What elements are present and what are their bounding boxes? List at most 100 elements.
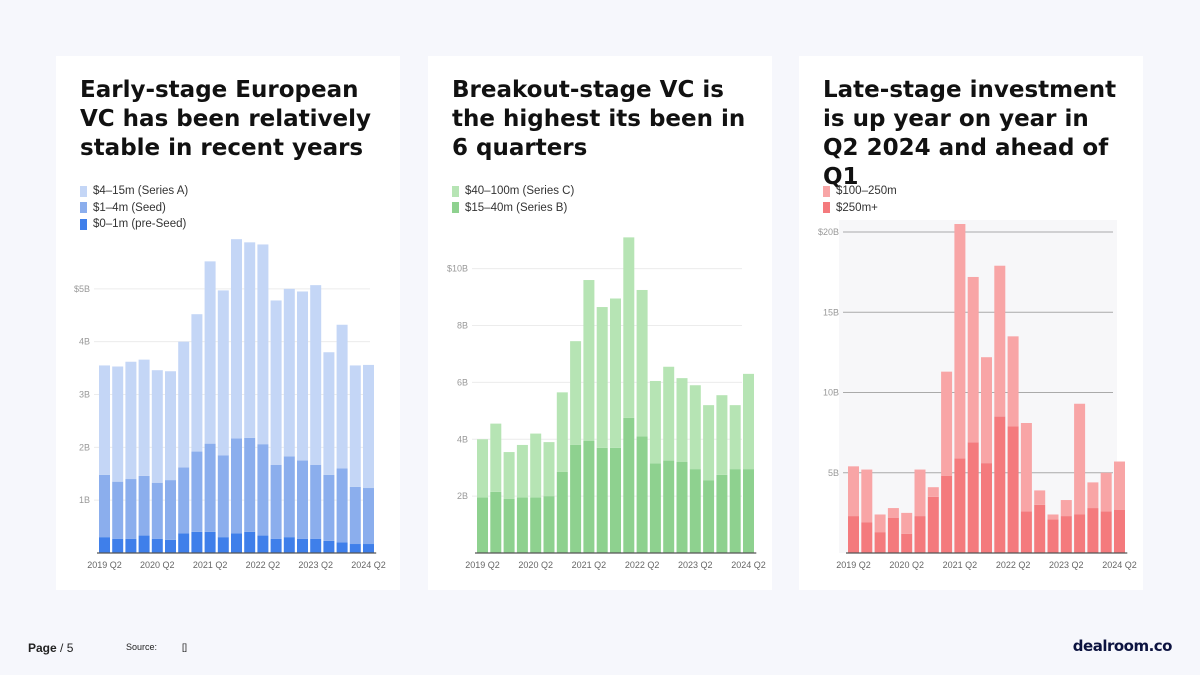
chart-panel-late-stage: Late-stage investment is up year on year… (799, 56, 1143, 590)
x-tick-label: 2021 Q2 (572, 560, 607, 570)
bar-segment (596, 307, 608, 448)
bar-segment (543, 496, 555, 553)
bar-segment (743, 469, 754, 553)
x-tick-label: 2023 Q2 (678, 560, 713, 570)
bar-segment (178, 467, 190, 534)
bar-segment (231, 239, 242, 439)
page-indicator: Page / 5 (28, 641, 73, 655)
bar-segment (1100, 511, 1112, 553)
x-tick-label: 2024 Q2 (1102, 560, 1137, 570)
bar-segment (543, 442, 555, 497)
legend: $40–100m (Series C) $15–40m (Series B) (452, 183, 574, 216)
legend-label: $4–15m (Series A) (93, 185, 189, 198)
x-tick-label: 2019 Q2 (465, 560, 500, 570)
legend-swatch (80, 218, 87, 230)
bar-segment (1087, 482, 1099, 509)
bar-segment (967, 442, 979, 553)
y-tick-label: 4B (79, 337, 90, 347)
bar-segment (477, 497, 488, 553)
bar-segment (887, 517, 899, 553)
y-tick-label: 6B (457, 377, 468, 387)
bar-segment (125, 538, 137, 553)
bar-segment (649, 380, 661, 464)
legend-item: $15–40m (Series B) (452, 200, 574, 217)
bar-segment (231, 438, 242, 534)
bar-segment (516, 444, 528, 498)
bar-segment (570, 444, 582, 553)
source-value: [] (182, 642, 188, 652)
bar-segment (914, 469, 926, 517)
bar-segment (490, 491, 502, 553)
bar-segment (336, 468, 348, 543)
bar-segment (1034, 490, 1046, 505)
bar-segment (204, 531, 216, 553)
bar-segment (297, 291, 308, 461)
x-tick-label: 2022 Q2 (246, 560, 281, 570)
bar-segment (703, 405, 715, 481)
bar-segment (941, 371, 953, 476)
bar-segment (151, 370, 163, 483)
legend-label: $40–100m (Series C) (465, 185, 575, 198)
chart-title: Breakout-stage VC is the highest its bee… (452, 77, 746, 161)
bar-segment (743, 373, 754, 470)
legend-item: $250m+ (823, 200, 897, 217)
bar-segment (1007, 336, 1019, 427)
x-tick-label: 2024 Q2 (351, 560, 386, 570)
bar-segment (848, 516, 859, 553)
bar-segment (336, 324, 348, 469)
legend-label: $100–250m (836, 185, 897, 198)
bar-segment (1020, 511, 1032, 553)
bar-segment (99, 365, 110, 475)
bar-segment (165, 480, 176, 540)
page-label: Page (28, 641, 57, 655)
legend: $4–15m (Series A) $1–4m (Seed) $0–1m (pr… (80, 183, 188, 233)
bar-segment (138, 535, 150, 553)
bar-segment (151, 538, 163, 553)
bar-segment (729, 469, 741, 553)
bar-segment (1007, 426, 1019, 553)
bar-segment (556, 392, 568, 472)
legend: $100–250m $250m+ (823, 183, 897, 216)
x-tick-label: 2019 Q2 (87, 560, 122, 570)
bar-segment (503, 452, 515, 499)
x-tick-label: 2021 Q2 (193, 560, 228, 570)
bar-segment (257, 535, 269, 553)
late-stage-chart: 5B 10B 15B $20B 2019 Q2 2020 Q2 2021 Q2 2022 Q2… (818, 220, 1137, 570)
legend-label: $0–1m (pre-Seed) (93, 218, 187, 231)
bar-segment (1034, 504, 1046, 553)
bar-segment (1060, 516, 1072, 553)
x-tick-label: 2019 Q2 (836, 560, 871, 570)
y-tick-label: 1B (79, 495, 90, 505)
bar-segment (703, 480, 715, 553)
legend-item: $40–100m (Series C) (452, 183, 574, 200)
bar-segment (138, 475, 150, 536)
bar-segment (583, 440, 595, 553)
bar-segment (99, 474, 110, 538)
bar-segment (178, 533, 190, 553)
bar-segment (490, 423, 502, 492)
bar-segment (283, 537, 295, 553)
bar-segment (217, 290, 229, 456)
bar-segment (610, 447, 621, 553)
bar-segment (112, 481, 124, 539)
bar-segment (1114, 509, 1125, 553)
bar-segment (676, 378, 688, 463)
bar-segment (901, 533, 913, 553)
bar-segment (270, 464, 282, 539)
bar-segment (349, 365, 361, 487)
x-tick-label: 2020 Q2 (518, 560, 553, 570)
bar-segment (323, 474, 335, 541)
x-tick-label: 2022 Q2 (996, 560, 1031, 570)
bar-segment (125, 479, 137, 539)
y-tick-label: 8B (457, 321, 468, 331)
legend-item: $100–250m (823, 183, 897, 200)
bar-segment (981, 357, 992, 464)
bar-segment (874, 532, 886, 553)
bar-segment (583, 280, 595, 441)
bar-segment (530, 497, 542, 553)
legend-swatch (823, 185, 830, 197)
bar-segment (323, 540, 335, 553)
bar-segment (954, 224, 966, 459)
bar-segment (596, 447, 608, 553)
bar-segment (283, 288, 295, 457)
